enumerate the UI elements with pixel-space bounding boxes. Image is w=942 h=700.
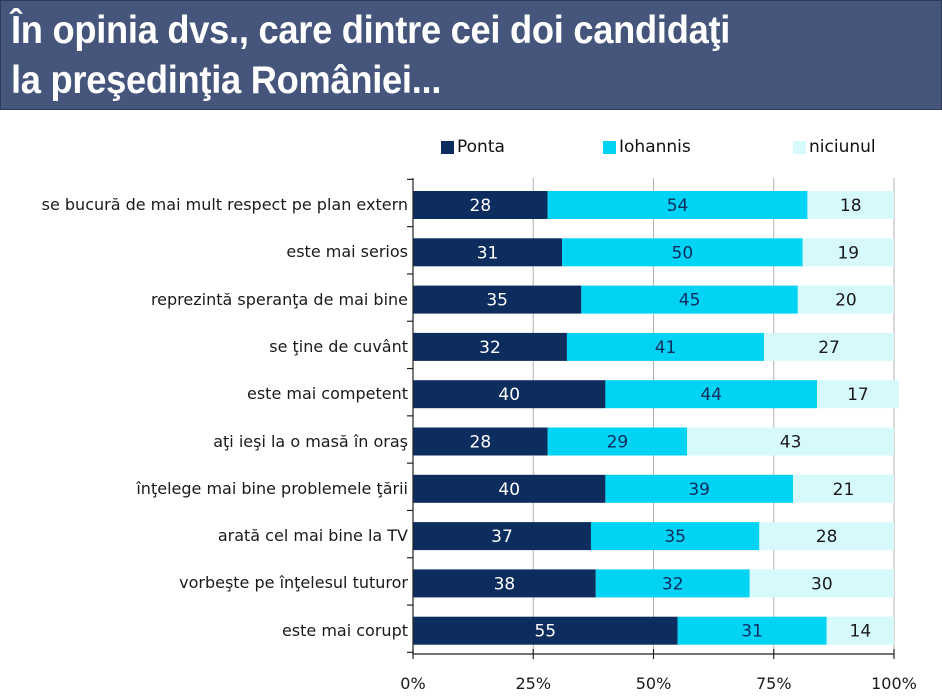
data-label-ponta: 28 bbox=[470, 433, 492, 453]
data-label-niciunul: 14 bbox=[850, 622, 872, 642]
data-label-iohannis: 29 bbox=[607, 433, 629, 453]
data-label-niciunul: 28 bbox=[816, 527, 838, 547]
bar-segment-iohannis bbox=[677, 616, 827, 645]
x-tick-label: 0% bbox=[400, 674, 426, 693]
bar-segment-ponta bbox=[413, 191, 548, 219]
x-tick-label: 75% bbox=[755, 674, 792, 693]
data-label-niciunul: 18 bbox=[840, 196, 862, 216]
data-label-ponta: 40 bbox=[498, 385, 520, 405]
category-label: este mai serios bbox=[286, 242, 408, 262]
data-label-iohannis: 45 bbox=[679, 291, 701, 311]
legend-swatch-ponta bbox=[441, 140, 454, 154]
data-label-niciunul: 20 bbox=[835, 291, 857, 311]
bar-segment-ponta bbox=[413, 474, 606, 503]
data-label-iohannis: 44 bbox=[700, 385, 722, 405]
category-label: este mai corupt bbox=[281, 620, 408, 640]
bar-segment-niciunul bbox=[797, 285, 894, 314]
bar-segment-niciunul bbox=[792, 474, 894, 503]
bar-segment-ponta bbox=[413, 569, 596, 598]
data-label-iohannis: 39 bbox=[688, 480, 710, 500]
bar-segment-niciunul bbox=[687, 427, 894, 456]
legend-item-niciunul: niciunul bbox=[793, 136, 876, 158]
bar-segment-niciunul bbox=[802, 238, 894, 267]
bar-segment-iohannis bbox=[562, 238, 803, 267]
data-label-iohannis: 54 bbox=[667, 196, 689, 216]
data-label-ponta: 40 bbox=[498, 480, 520, 500]
data-label-ponta: 55 bbox=[534, 622, 556, 642]
data-label-niciunul: 27 bbox=[818, 338, 840, 358]
legend-label-iohannis: Iohannis bbox=[619, 137, 691, 157]
bar-segment-ponta bbox=[413, 616, 678, 645]
data-label-niciunul: 43 bbox=[780, 433, 802, 453]
legend-item-ponta: Ponta bbox=[441, 136, 505, 158]
bar-segment-niciunul bbox=[807, 191, 894, 219]
bar-segment-niciunul bbox=[764, 332, 894, 361]
category-label: se ţine de cuvânt bbox=[269, 336, 408, 356]
data-label-ponta: 31 bbox=[477, 243, 499, 263]
data-label-ponta: 28 bbox=[470, 196, 492, 216]
x-tick-label: 25% bbox=[515, 674, 552, 693]
legend-swatch-iohannis bbox=[603, 140, 616, 154]
bar-segment-iohannis bbox=[566, 332, 765, 361]
bar-segment-ponta bbox=[413, 332, 567, 361]
title-line-1: În opinia dvs., care dintre cei doi cand… bbox=[11, 9, 731, 52]
data-label-ponta: 32 bbox=[479, 338, 501, 358]
bar-segment-ponta bbox=[413, 522, 591, 551]
bar-segment-niciunul bbox=[826, 616, 894, 645]
bar-segment-ponta bbox=[413, 285, 582, 314]
bar-segment-niciunul bbox=[817, 380, 899, 409]
title-bar: În opinia dvs., care dintre cei doi cand… bbox=[0, 0, 942, 110]
x-tick-label: 100% bbox=[871, 674, 917, 693]
category-label: arată cel mai bine la TV bbox=[217, 526, 408, 546]
bar-segment-iohannis bbox=[590, 522, 760, 551]
data-label-iohannis: 32 bbox=[662, 574, 684, 594]
category-label: vorbeşte pe înţelesul tuturor bbox=[179, 573, 408, 593]
bar-segment-niciunul bbox=[759, 522, 894, 551]
bar-segment-iohannis bbox=[605, 474, 793, 503]
bar-segment-niciunul bbox=[749, 569, 894, 598]
data-label-niciunul: 19 bbox=[837, 243, 859, 263]
category-label: aţi ieşi la o masă în oraş bbox=[213, 431, 408, 451]
data-label-iohannis: 41 bbox=[655, 338, 677, 358]
bar-segment-iohannis bbox=[547, 427, 688, 456]
x-tick-label: 50% bbox=[635, 674, 672, 693]
data-label-iohannis: 50 bbox=[672, 243, 694, 263]
bar-segment-iohannis bbox=[581, 285, 798, 314]
bar-segment-ponta bbox=[413, 380, 606, 409]
title-line-2: la preşedinţia României... bbox=[11, 59, 442, 102]
data-label-niciunul: 21 bbox=[833, 480, 855, 500]
category-label: înţelege mai bine problemele ţării bbox=[136, 478, 408, 498]
data-label-ponta: 37 bbox=[491, 527, 513, 547]
data-label-ponta: 38 bbox=[494, 574, 516, 594]
bar-segment-iohannis bbox=[605, 380, 818, 409]
category-label: se bucură de mai mult respect pe plan ex… bbox=[41, 195, 408, 214]
data-label-iohannis: 31 bbox=[741, 622, 763, 642]
data-label-ponta: 35 bbox=[486, 291, 508, 311]
category-label: este mai competent bbox=[246, 384, 408, 404]
bar-segment-iohannis bbox=[547, 191, 808, 219]
category-label: reprezintă speranţa de mai bine bbox=[150, 289, 408, 309]
bar-segment-ponta bbox=[413, 427, 548, 456]
bar-segment-ponta bbox=[413, 238, 563, 267]
legend-item-iohannis: Iohannis bbox=[603, 136, 691, 158]
legend-label-niciunul: niciunul bbox=[809, 137, 876, 157]
bar-segment-iohannis bbox=[595, 569, 750, 598]
data-label-niciunul: 17 bbox=[847, 385, 869, 405]
legend-label-ponta: Ponta bbox=[457, 137, 505, 157]
legend-swatch-niciunul bbox=[793, 140, 806, 154]
data-label-niciunul: 30 bbox=[811, 574, 833, 594]
data-label-iohannis: 35 bbox=[664, 527, 686, 547]
